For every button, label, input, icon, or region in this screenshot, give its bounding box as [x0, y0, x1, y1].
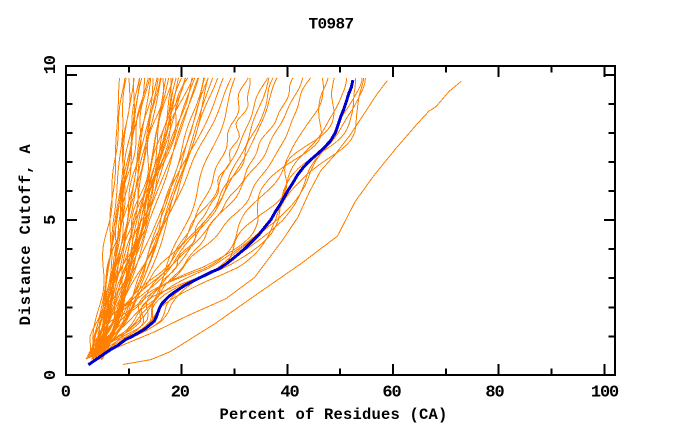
svg-text:60: 60: [382, 384, 401, 403]
svg-text:40: 40: [280, 384, 299, 403]
svg-text:0: 0: [61, 384, 71, 403]
svg-text:Distance Cutoff, A: Distance Cutoff, A: [17, 144, 35, 326]
svg-text:100: 100: [591, 384, 619, 403]
svg-text:10: 10: [42, 55, 61, 74]
svg-text:0: 0: [42, 370, 61, 380]
svg-text:20: 20: [171, 384, 190, 403]
svg-text:Percent of Residues (CA): Percent of Residues (CA): [219, 406, 447, 424]
svg-text:80: 80: [485, 384, 504, 403]
svg-text:5: 5: [42, 215, 61, 225]
svg-text:T0987: T0987: [308, 16, 353, 34]
